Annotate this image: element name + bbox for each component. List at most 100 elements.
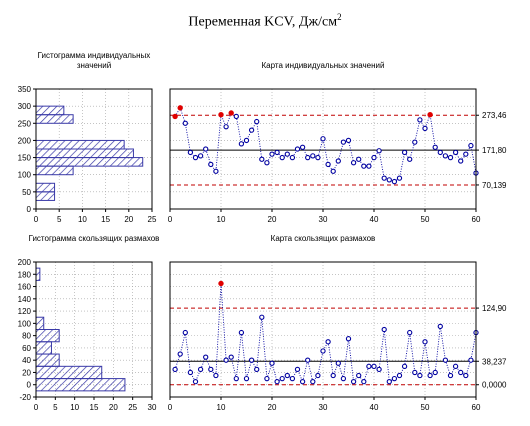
y-tick-label: 80 [22,332,31,341]
data-point [203,146,209,152]
data-point [177,351,183,357]
data-point [330,168,336,174]
x-tick-label: 60 [472,215,481,224]
data-point [442,153,449,159]
data-point [310,153,316,159]
histogram-bar [35,139,125,150]
y-tick-label: 200 [18,136,32,145]
data-point [437,323,443,330]
data-point [432,369,438,376]
data-point [391,178,398,185]
data-point [340,139,347,145]
y-tick-label: 200 [18,258,32,267]
data-point [248,357,255,363]
y-tick-label: 250 [18,119,32,128]
x-tick-label: 30 [319,215,328,224]
data-point [356,372,362,379]
data-point [447,372,454,379]
data-point [208,366,214,373]
data-point [386,177,392,183]
histogram-bar [35,316,45,330]
data-point [345,336,352,342]
y-tick-label: 350 [18,85,32,94]
data-point [381,175,387,181]
data-point [279,375,285,382]
y-tick-label: 140 [18,295,32,304]
data-point [192,154,199,161]
data-point [254,366,260,373]
data-point [417,372,423,379]
data-point [468,142,474,149]
data-point [442,357,449,363]
x-tick-label: 10 [217,403,226,412]
limit-value-label: 38,237 [482,357,507,366]
histogram-title-line: значений [77,61,111,70]
data-point [269,151,275,157]
x-tick-label: 20 [109,403,118,412]
data-point [315,154,321,161]
data-point [315,372,321,379]
x-tick-label: 0 [168,403,173,412]
histogram-title-line: Гистограмма индивидуальных [38,51,151,60]
x-tick-label: 40 [370,403,379,412]
y-tick-label: 100 [18,319,32,328]
x-tick-label: 15 [101,215,110,224]
plot-frame [35,88,153,210]
data-point [422,125,428,132]
histogram-bar [35,114,74,124]
data-point [376,148,382,154]
x-tick-label: 30 [319,403,328,412]
data-point [412,139,418,145]
data-point [427,372,433,379]
data-point [192,379,199,385]
data-point [203,354,209,360]
data-point [401,363,408,369]
data-point [396,175,403,181]
data-point [264,160,270,166]
data-point [412,369,418,376]
x-tick-label: 25 [128,403,137,412]
data-point [452,149,459,156]
histogram-bar [35,157,144,167]
histogram-bar [35,365,103,380]
histogram-bar [35,105,65,116]
data-point [172,366,178,373]
data-point [468,357,474,363]
data-point [243,137,250,144]
data-point [356,156,362,162]
y-tick-label: 0 [27,205,32,214]
data-point [345,137,352,144]
data-point [366,363,372,369]
data-point [366,163,372,169]
histogram-bar [35,148,134,159]
data-point [361,379,367,385]
data-point [361,163,367,169]
data-point [452,363,459,369]
moving-range-chart: Карта скользящих размахов 0 10 20 30 40 50 60 12… [168,234,507,412]
limit-value-label: 124,90 [482,304,507,313]
data-point [243,375,250,382]
moving-range-histogram: Гистограмма скользящих размахов 0 5 10 15 20 2… [18,234,160,412]
data-point [187,369,194,376]
data-point [238,141,245,147]
data-point [274,149,280,156]
histogram-title-line: Гистограмма скользящих размахов [29,234,160,243]
histogram-bar [35,165,74,176]
x-tick-label: 10 [70,403,79,412]
x-tick-label: 0 [34,215,39,224]
y-tick-label: 50 [22,188,31,197]
x-tick-label: 15 [90,403,99,412]
data-point [386,379,392,385]
data-point [371,154,377,161]
x-tick-label: 50 [421,403,430,412]
data-point [223,124,229,130]
out-of-control-point [427,112,433,118]
data-point [248,127,255,133]
series-connector [174,106,477,183]
y-tick-label: 300 [18,102,32,111]
y-tick-label: 150 [18,154,32,163]
out-of-control-point [172,113,178,120]
data-point [299,144,306,150]
data-point [401,149,408,156]
